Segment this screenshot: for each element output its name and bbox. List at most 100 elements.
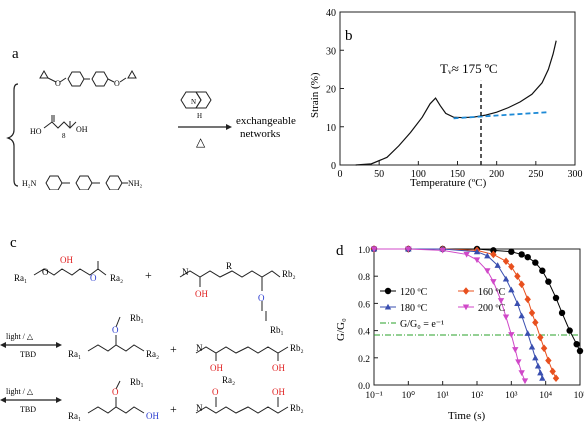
- plus-1: +: [145, 268, 152, 282]
- panel-d-xtick-label: 10⁻¹: [365, 391, 383, 401]
- row2-oh2: OH: [272, 363, 285, 373]
- panel-d-legend-label: 180 ºC: [400, 303, 428, 314]
- row1-left-structure: [33, 261, 107, 276]
- panel-d-point: [532, 318, 539, 327]
- row1-o3: O: [258, 293, 265, 303]
- panel-d-legend-label: 120 ºC: [400, 287, 428, 298]
- panel-d-xtick-label: 10⁵: [574, 391, 584, 401]
- plus-2: +: [170, 342, 177, 356]
- amine-end: NH₂: [128, 179, 143, 188]
- epoxy-o1: O: [55, 79, 61, 88]
- diacid-oh: OH: [76, 125, 88, 134]
- panel-d-point: [524, 253, 531, 261]
- panel-d-point: [490, 250, 497, 259]
- panel-d-point: [508, 286, 515, 293]
- panel-d-point: [521, 378, 529, 385]
- panel-d-point: [532, 259, 539, 266]
- row3-oh2: OH: [272, 387, 285, 397]
- amine-monomer: [45, 175, 128, 190]
- panel-d-ylabel: G/G₀: [335, 318, 347, 341]
- eq-arrow-right-icon-2: [56, 397, 62, 403]
- panel-d-point: [514, 300, 521, 306]
- panel-d-point: [524, 295, 531, 304]
- panel-d-ytick-label: 0.4: [358, 328, 370, 338]
- eq-arrow-right-icon: [56, 342, 62, 348]
- row3-left-structure: [87, 380, 145, 414]
- panel-d-xtick-label: 10²: [471, 391, 484, 401]
- panel-b-strain-line: [355, 40, 557, 166]
- panel-d-series-line-0: [374, 248, 581, 352]
- panel-d-legend-marker: [384, 303, 392, 310]
- panel-d-legend-ref-label: G/G₀ = e⁻¹: [400, 319, 444, 330]
- panel-d-point: [545, 278, 552, 285]
- row3-right-structure: [195, 397, 289, 414]
- panel-d-xtick-label: 10³: [505, 391, 518, 401]
- panel-d-label: d: [336, 243, 344, 259]
- row1-ra2: Ra₂: [110, 273, 123, 283]
- reagent-line1: exchangeable: [236, 115, 296, 127]
- panel-d-point: [518, 251, 525, 258]
- panel-d-point: [508, 248, 515, 255]
- panel-d-point: [573, 341, 580, 348]
- panel-d-point: [463, 251, 470, 258]
- arrow-head-icon: [226, 124, 232, 130]
- condition-top-1: light / △: [6, 332, 34, 341]
- tv-annotation: Tᵥ≈ 175 ºC: [440, 61, 498, 76]
- row1-oh: OH: [60, 255, 73, 265]
- row2-ra2: Ra₂: [146, 349, 159, 359]
- panel-d-ytick-label: 0.8: [358, 273, 370, 283]
- panel-d-point: [497, 298, 505, 304]
- panel-d-frame: [373, 248, 581, 386]
- amine-start: H₂N: [22, 179, 37, 188]
- panel-b: b Tᵥ≈ 175 ºC Temperature (ºC) Strain (%)…: [300, 0, 584, 190]
- panel-b-xtick-label: 300: [568, 169, 583, 180]
- panel-d-point: [484, 252, 491, 259]
- panel-a-label: a: [12, 46, 19, 62]
- row1-o1: O: [42, 267, 49, 277]
- panel-b-xlabel: Temperature (ºC): [410, 177, 487, 189]
- panel-d-point: [566, 327, 573, 334]
- tbd-catalyst: [180, 91, 212, 109]
- panel-d-xlabel: Time (s): [448, 410, 486, 422]
- bracket-icon: [6, 83, 19, 187]
- panel-b-ytick-label: 0: [331, 161, 336, 172]
- row3-ra1: Ra₁: [68, 411, 81, 421]
- panel-d-series-line-3: [374, 248, 526, 382]
- row2-right-structure: [195, 346, 289, 361]
- panel-d-point: [518, 280, 525, 289]
- panel-b-xtick-label: 0: [338, 169, 343, 180]
- panel-d-point: [515, 359, 522, 366]
- row1-rb1: Rb₁: [270, 325, 284, 335]
- panel-b-xtick-label: 150: [450, 169, 465, 180]
- panel-d-point: [502, 314, 510, 321]
- row2-rb1: Rb₁: [130, 313, 144, 323]
- panel-d-xtick-label: 10¹: [436, 391, 449, 401]
- panel-d-point: [540, 344, 548, 353]
- heat-symbol: △: [196, 135, 206, 149]
- diacid-ho: HO: [30, 127, 42, 136]
- panel-b-chart: b Tᵥ≈ 175 ºC Temperature (ºC) Strain (%)…: [309, 8, 583, 189]
- panel-d-point: [439, 247, 446, 254]
- panel-d-xtick-label: 10⁰: [402, 390, 416, 401]
- tbd-n1: N: [191, 98, 196, 106]
- row3-n: N: [196, 403, 203, 413]
- row2-n: N: [196, 343, 203, 353]
- condition-top-2: light / △: [6, 387, 34, 396]
- panel-d-legend-marker: [462, 287, 470, 295]
- row3-rb1: Rb₁: [130, 377, 144, 387]
- panel-d-point: [545, 356, 552, 365]
- panel-d-point: [473, 257, 481, 264]
- panel-d-legend-marker: [384, 287, 392, 295]
- panel-b-xtick-label: 50: [374, 169, 384, 180]
- panel-d-ytick-label: 0.0: [358, 382, 370, 392]
- panel-d-point: [490, 279, 497, 285]
- row3-rb2: Rb₂: [290, 403, 304, 413]
- diacid-n: 8: [62, 132, 66, 140]
- epoxy-monomer: [39, 69, 137, 87]
- panel-d-point: [484, 268, 491, 274]
- panel-d-point: [528, 309, 536, 317]
- panel-d: d Time (s) G/G₀ 10⁻¹ 10⁰ 10¹ 10² 10³ 10⁴ 10⁵ 0.…: [330, 235, 584, 423]
- row1-r: R: [226, 261, 232, 271]
- panel-d-point: [370, 246, 378, 253]
- panel-b-ytick-label: 20: [326, 85, 336, 96]
